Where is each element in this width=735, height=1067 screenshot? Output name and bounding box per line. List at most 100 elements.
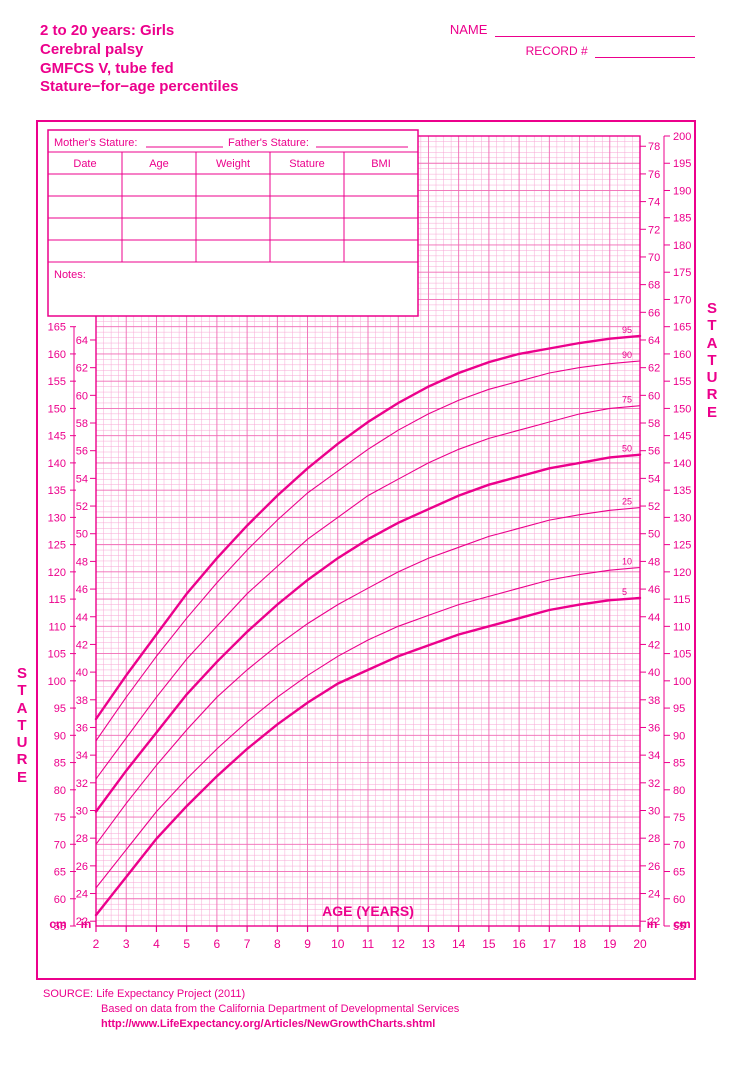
svg-text:62: 62 (648, 363, 660, 375)
svg-text:130: 130 (673, 512, 691, 524)
source-line1: Life Expectancy Project (2011) (96, 988, 245, 1000)
svg-text:58: 58 (648, 418, 660, 430)
record-blank-line[interactable] (595, 45, 695, 58)
svg-text:160: 160 (48, 349, 66, 361)
svg-text:42: 42 (648, 639, 660, 651)
svg-text:32: 32 (648, 778, 660, 790)
svg-text:110: 110 (673, 621, 691, 633)
svg-text:180: 180 (673, 240, 691, 252)
svg-text:Weight: Weight (216, 158, 250, 170)
svg-text:150: 150 (48, 403, 66, 415)
svg-text:25: 25 (622, 497, 632, 507)
svg-text:74: 74 (648, 197, 660, 209)
svg-text:165: 165 (48, 322, 66, 334)
title-line4: Stature−for−age percentiles (40, 78, 695, 97)
svg-text:48: 48 (76, 556, 88, 568)
svg-text:155: 155 (673, 376, 691, 388)
name-blank-line[interactable] (495, 23, 695, 37)
svg-text:140: 140 (48, 458, 66, 470)
svg-text:44: 44 (76, 612, 88, 624)
svg-text:95: 95 (54, 703, 66, 715)
svg-text:145: 145 (48, 431, 66, 443)
svg-text:in: in (81, 917, 92, 931)
svg-text:190: 190 (673, 185, 691, 197)
svg-text:Stature: Stature (289, 158, 324, 170)
svg-text:200: 200 (673, 131, 691, 143)
svg-text:64: 64 (76, 335, 88, 347)
svg-text:105: 105 (673, 649, 691, 661)
svg-text:140: 140 (673, 458, 691, 470)
svg-text:16: 16 (512, 937, 526, 951)
svg-text:12: 12 (392, 937, 406, 951)
svg-text:52: 52 (76, 501, 88, 513)
svg-text:100: 100 (48, 676, 66, 688)
svg-text:145: 145 (673, 431, 691, 443)
svg-text:56: 56 (648, 446, 660, 458)
svg-text:10: 10 (622, 557, 632, 567)
svg-text:17: 17 (543, 937, 557, 951)
svg-text:125: 125 (48, 540, 66, 552)
svg-text:115: 115 (673, 594, 691, 606)
svg-text:135: 135 (48, 485, 66, 497)
svg-text:cm: cm (673, 917, 690, 931)
svg-text:4: 4 (153, 937, 160, 951)
svg-text:26: 26 (76, 861, 88, 873)
svg-text:BMI: BMI (371, 158, 391, 170)
svg-text:75: 75 (622, 395, 632, 405)
svg-text:120: 120 (673, 567, 691, 579)
svg-text:90: 90 (673, 730, 685, 742)
y-axis-label-right: STATURE (704, 300, 720, 421)
svg-text:78: 78 (648, 141, 660, 153)
svg-text:95: 95 (622, 325, 632, 335)
svg-text:68: 68 (648, 280, 660, 292)
svg-text:50: 50 (648, 529, 660, 541)
svg-text:18: 18 (573, 937, 587, 951)
svg-text:AGE (YEARS): AGE (YEARS) (322, 903, 414, 919)
svg-text:9: 9 (304, 937, 311, 951)
svg-text:115: 115 (48, 594, 66, 606)
svg-text:10: 10 (331, 937, 345, 951)
svg-text:5: 5 (622, 587, 627, 597)
svg-text:36: 36 (648, 722, 660, 734)
svg-text:42: 42 (76, 639, 88, 651)
svg-text:135: 135 (673, 485, 691, 497)
svg-text:100: 100 (673, 676, 691, 688)
svg-text:in: in (647, 917, 658, 931)
svg-text:2: 2 (93, 937, 100, 951)
growth-chart-svg: 5102550759095234567891011121314151617181… (38, 122, 698, 982)
svg-text:cm: cm (49, 917, 66, 931)
svg-text:70: 70 (648, 252, 660, 264)
svg-text:34: 34 (648, 750, 660, 762)
svg-text:85: 85 (673, 758, 685, 770)
svg-text:76: 76 (648, 169, 660, 181)
svg-text:19: 19 (603, 937, 617, 951)
svg-text:175: 175 (673, 267, 691, 279)
svg-text:80: 80 (54, 785, 66, 797)
svg-text:110: 110 (48, 621, 66, 633)
svg-text:13: 13 (422, 937, 436, 951)
svg-text:7: 7 (244, 937, 251, 951)
svg-text:95: 95 (673, 703, 685, 715)
svg-text:30: 30 (648, 805, 660, 817)
svg-text:28: 28 (76, 833, 88, 845)
svg-text:60: 60 (673, 894, 685, 906)
svg-text:44: 44 (648, 612, 660, 624)
svg-text:Father's Stature:: Father's Stature: (228, 137, 309, 149)
svg-text:90: 90 (622, 350, 632, 360)
chart-frame: 5102550759095234567891011121314151617181… (36, 120, 696, 980)
svg-text:60: 60 (54, 894, 66, 906)
svg-text:65: 65 (673, 867, 685, 879)
svg-text:28: 28 (648, 833, 660, 845)
svg-text:185: 185 (673, 213, 691, 225)
svg-text:120: 120 (48, 567, 66, 579)
name-row: NAME (450, 22, 695, 37)
svg-text:80: 80 (673, 785, 685, 797)
svg-text:165: 165 (673, 322, 691, 334)
svg-text:8: 8 (274, 937, 281, 951)
svg-text:58: 58 (76, 418, 88, 430)
svg-text:155: 155 (48, 376, 66, 388)
svg-text:64: 64 (648, 335, 660, 347)
svg-text:160: 160 (673, 349, 691, 361)
svg-text:30: 30 (76, 805, 88, 817)
svg-text:75: 75 (673, 812, 685, 824)
